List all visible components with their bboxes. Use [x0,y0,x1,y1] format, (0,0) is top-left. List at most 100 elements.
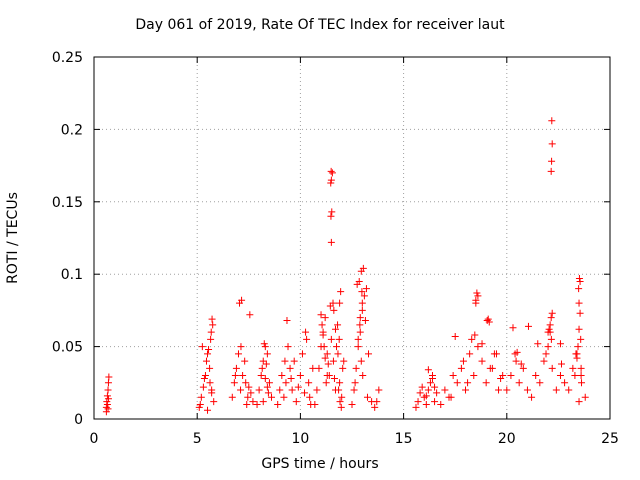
data-point [350,386,358,394]
plot-frame [93,56,611,420]
data-point [290,357,298,365]
data-point [416,389,424,397]
data-point [327,167,335,175]
data-point [519,364,527,372]
data-point [288,386,296,394]
data-point [424,386,432,394]
data-point [354,343,362,351]
data-point [296,372,304,380]
data-point [197,393,205,401]
y-tick-label: 0.2 [61,122,83,138]
data-point [351,379,359,387]
data-point [204,350,212,358]
data-point [103,401,111,409]
data-point [104,395,112,403]
data-point [459,357,467,365]
data-point [547,335,555,343]
data-point [571,372,579,380]
data-point [488,364,496,372]
data-point [422,392,430,400]
data-point [335,386,343,394]
data-point [478,357,486,365]
data-point [327,179,335,187]
data-point [557,360,565,368]
data-point [298,350,306,358]
data-point [577,335,585,343]
data-point [327,212,335,220]
data-point [578,379,586,387]
data-point [482,379,490,387]
data-point [360,292,368,300]
data-point [305,379,313,387]
data-point [232,364,240,372]
data-point [294,383,302,391]
data-point [239,372,247,380]
data-point [359,372,367,380]
data-point [335,335,343,343]
data-point [264,389,272,397]
data-point [202,357,210,365]
data-point [104,386,112,394]
data-point [552,386,560,394]
data-point [301,389,309,397]
data-point [327,335,335,343]
data-point [245,383,253,391]
data-point [352,364,360,372]
data-point [464,379,472,387]
data-point [260,340,268,348]
data-point [198,343,206,351]
data-point [333,343,341,351]
data-point [323,372,331,380]
data-point [276,386,284,394]
data-point [242,379,250,387]
data-point [282,379,290,387]
data-point [311,401,319,409]
data-point [574,343,582,351]
data-point [259,357,267,365]
data-point [327,176,335,184]
data-point [548,140,556,148]
data-point [577,372,585,380]
points-layer [102,117,589,416]
data-point [244,393,252,401]
data-point [292,398,300,406]
data-point [329,357,337,365]
data-point [255,386,263,394]
data-point [473,289,481,297]
data-point [105,373,113,381]
data-point [542,350,550,358]
data-point [261,374,269,382]
data-point [339,364,347,372]
data-point [195,403,203,411]
data-point [330,374,338,382]
data-point [355,277,363,285]
data-point [556,340,564,348]
y-tick-label: 0 [74,412,83,428]
data-point [547,314,555,322]
data-point [544,343,552,351]
data-point [561,379,569,387]
data-point [577,364,585,372]
data-point [283,317,291,325]
data-point [206,379,214,387]
data-point [362,285,370,293]
data-point [336,379,344,387]
data-point [262,360,270,368]
data-point [209,321,217,329]
data-point [103,392,111,400]
data-point [336,299,344,307]
data-point [513,348,521,356]
data-point [329,299,337,307]
x-tick-label: 20 [498,431,516,447]
data-point [234,350,242,358]
data-point [331,325,339,333]
data-point [497,374,505,382]
data-point [243,401,251,409]
data-point [336,398,344,406]
data-point [453,379,461,387]
data-point [320,343,328,351]
data-point [548,309,556,317]
data-point [257,372,265,380]
data-point [359,264,367,272]
x-tick-label: 5 [193,431,202,447]
